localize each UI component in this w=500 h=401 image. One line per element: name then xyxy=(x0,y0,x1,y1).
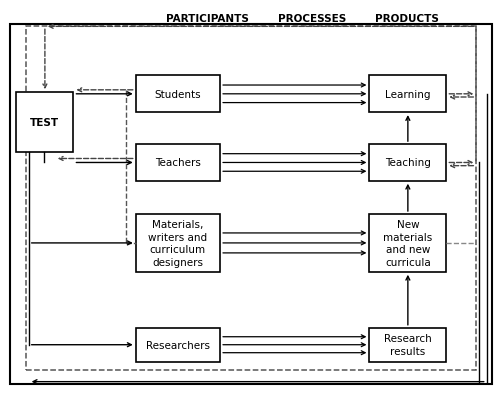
Text: PROCESSES: PROCESSES xyxy=(278,14,346,24)
Text: Learning: Learning xyxy=(385,89,430,99)
Text: Students: Students xyxy=(154,89,201,99)
Bar xyxy=(16,93,74,153)
Bar xyxy=(26,27,476,370)
Text: PRODUCTS: PRODUCTS xyxy=(374,14,438,24)
Bar xyxy=(136,215,220,272)
Bar xyxy=(136,76,220,113)
Bar xyxy=(370,328,446,362)
Text: Teaching: Teaching xyxy=(385,158,431,168)
Text: Research
results: Research results xyxy=(384,334,432,356)
Bar xyxy=(136,328,220,362)
Text: Materials,
writers and
curriculum
designers: Materials, writers and curriculum design… xyxy=(148,219,208,267)
Bar xyxy=(370,215,446,272)
Bar xyxy=(136,145,220,181)
Text: PARTICIPANTS: PARTICIPANTS xyxy=(166,14,249,24)
Text: TEST: TEST xyxy=(30,118,60,128)
Text: Teachers: Teachers xyxy=(155,158,201,168)
Text: New
materials
and new
curricula: New materials and new curricula xyxy=(383,219,432,267)
Text: Researchers: Researchers xyxy=(146,340,210,350)
Bar xyxy=(370,145,446,181)
Bar xyxy=(370,76,446,113)
